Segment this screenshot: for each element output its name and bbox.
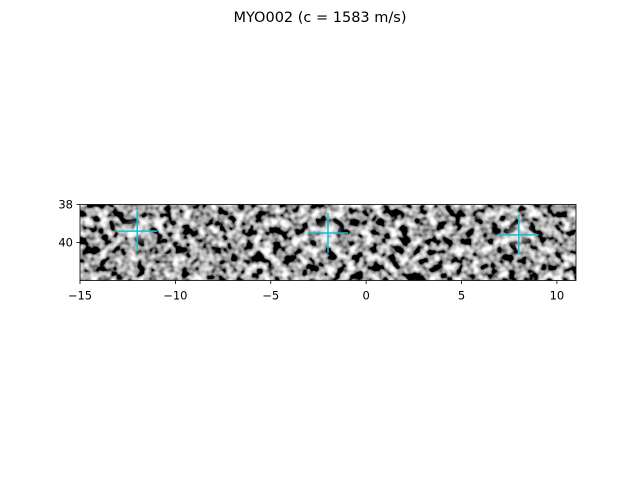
x-tick-label: −5 bbox=[262, 289, 279, 303]
x-tick-label: −10 bbox=[163, 289, 187, 303]
y-axis: 38 40 bbox=[58, 198, 80, 250]
x-tick-label: 10 bbox=[550, 289, 565, 303]
y-tick-label: 38 bbox=[58, 198, 73, 212]
target-marker bbox=[498, 214, 539, 255]
plot-area bbox=[79, 204, 577, 281]
x-tick-label: 5 bbox=[458, 289, 465, 303]
x-tick-label: −15 bbox=[68, 289, 92, 303]
x-tick-label: 0 bbox=[362, 289, 369, 303]
x-axis: −15 −10 −5 0 5 10 bbox=[68, 280, 565, 303]
target-marker bbox=[308, 213, 348, 253]
chart-title: MYO002 (c = 1583 m/s) bbox=[233, 10, 406, 26]
y-tick-label: 40 bbox=[58, 236, 73, 250]
target-marker bbox=[117, 211, 158, 252]
target-markers bbox=[117, 211, 539, 255]
